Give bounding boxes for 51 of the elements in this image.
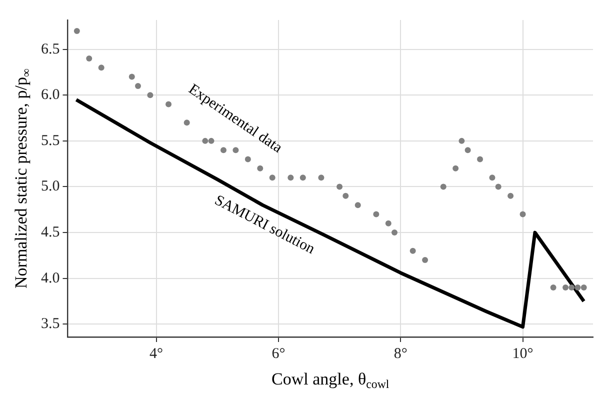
point <box>458 138 465 144</box>
point <box>508 192 514 199</box>
point <box>410 248 416 254</box>
point <box>489 174 496 181</box>
point <box>269 174 276 181</box>
point <box>98 64 104 71</box>
point <box>495 184 502 190</box>
point <box>477 156 484 162</box>
y-tick-label: 5.0 <box>41 178 60 195</box>
point <box>147 92 154 98</box>
point <box>464 147 471 154</box>
x-tick-label: 10° <box>512 346 534 362</box>
y-tick-label: 5.5 <box>41 132 60 149</box>
point <box>354 202 361 208</box>
point <box>128 74 135 80</box>
y-tick-label: 6.0 <box>41 87 60 104</box>
point <box>134 82 141 89</box>
point <box>208 138 214 144</box>
point <box>86 55 92 62</box>
point <box>550 284 556 291</box>
y-tick-label: 6.5 <box>41 41 60 58</box>
point <box>220 147 226 154</box>
point <box>288 174 294 181</box>
y-tick-label: 4.0 <box>41 270 60 286</box>
point <box>580 284 587 291</box>
point <box>452 165 459 172</box>
point <box>568 284 575 291</box>
y-axis-title: Normalized static pressure, p/p∞ <box>11 68 34 288</box>
point <box>342 192 349 199</box>
point <box>373 211 380 218</box>
point <box>202 138 208 144</box>
point <box>244 156 251 162</box>
point <box>232 147 239 154</box>
x-tick-label: 8° <box>394 346 408 362</box>
point <box>300 174 306 181</box>
x-tick-label: 6° <box>272 346 286 362</box>
point <box>257 165 264 172</box>
y-tick-label: 3.5 <box>41 316 60 332</box>
y-tick-label: 4.5 <box>41 224 60 240</box>
point <box>440 184 446 190</box>
point <box>385 220 392 226</box>
point <box>422 257 428 264</box>
point <box>318 174 324 181</box>
point <box>392 230 398 236</box>
point <box>336 184 343 190</box>
point <box>520 211 526 218</box>
point <box>166 101 172 108</box>
x-tick-label: 4° <box>150 346 164 362</box>
point <box>562 284 569 291</box>
point <box>574 284 581 291</box>
point <box>74 28 80 34</box>
